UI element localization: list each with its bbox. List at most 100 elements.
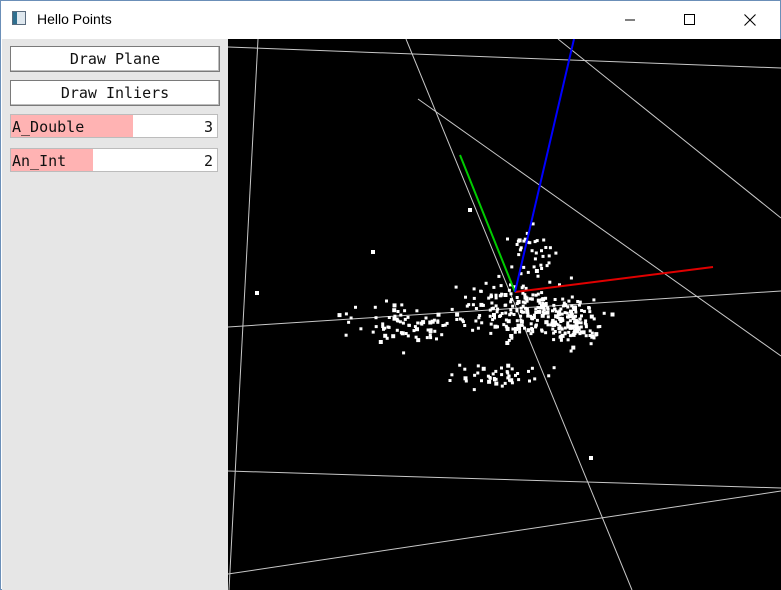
cloud-point [455,312,460,317]
cloud-point [536,292,540,296]
cloud-point [529,322,533,326]
cloud-point [589,342,593,346]
cloud-point [541,301,545,305]
cloud-point [553,298,557,301]
cloud-point [544,296,548,300]
cloud-point [504,303,508,307]
a-double-slider[interactable]: A_Double 3 [10,114,218,138]
cloud-point [592,317,596,321]
cloud-point [560,333,565,338]
cloud-point [474,307,478,310]
window-title: Hello Points [37,11,112,27]
z-axis-line [514,39,575,293]
cloud-point [539,263,543,267]
cloud-point [558,324,562,328]
cloud-point [540,304,544,309]
cloud-point [496,307,500,311]
cloud-point [592,298,596,302]
cloud-point [484,281,488,285]
cloud-point [476,326,480,330]
cloud-point [510,381,514,385]
cloud-point [531,330,535,334]
cloud-point [545,264,549,268]
cloud-point [577,327,581,331]
cloud-point [527,369,530,373]
cloud-point [435,337,438,341]
cloud-point [556,316,560,320]
cloud-point [517,378,521,382]
cloud-point [509,311,513,315]
cloud-point [419,321,423,325]
draw-plane-label: Draw Plane [69,50,161,68]
cloud-point [547,374,551,378]
cloud-point [510,336,514,340]
cloud-point [523,295,528,300]
cloud-point [588,334,592,337]
cloud-point [552,366,556,370]
cloud-point [511,327,515,331]
cloud-point [588,329,592,333]
cloud-point [395,319,399,323]
cloud-point [556,310,561,315]
control-panel: Draw Plane Draw Inliers A_Double 3 An_In… [2,39,228,590]
cloud-point [505,341,510,345]
3d-viewport[interactable] [228,39,781,590]
cloud-point [546,323,550,327]
draw-plane-button[interactable]: Draw Plane [10,46,220,72]
cloud-point [565,311,569,315]
cloud-point [573,328,578,333]
cloud-point [392,308,397,313]
cloud-point [554,309,558,313]
cloud-point [518,330,522,334]
minimize-button[interactable] [607,1,653,39]
cloud-point [568,325,573,330]
cloud-point [471,328,475,332]
cloud-point [553,323,556,327]
cloud-point [534,311,538,314]
cloud-point [556,323,560,327]
cloud-point [519,246,523,250]
cloud-point [387,316,391,319]
cloud-point [520,286,524,290]
cloud-point [448,379,452,382]
cloud-point [531,222,535,226]
point-cloud [255,208,615,460]
grid-line [228,470,781,489]
cloud-point [493,316,496,320]
cloud-point [552,303,556,307]
cloud-point [580,309,584,312]
cloud-point [503,381,507,385]
draw-inliers-button[interactable]: Draw Inliers [10,80,220,106]
cloud-point [468,208,472,212]
cloud-point [461,320,465,324]
cloud-point [537,309,541,314]
cloud-point [589,456,593,460]
cloud-point [494,296,498,300]
cloud-point [476,364,480,368]
cloud-point [544,331,548,335]
cloud-point [436,312,441,317]
cloud-point [571,332,576,337]
cloud-point [354,305,357,309]
cloud-point [413,325,417,329]
maximize-button[interactable] [667,1,713,39]
cloud-point [526,328,531,333]
cloud-point [526,270,530,274]
cloud-point [566,323,570,327]
cloud-point [406,334,410,338]
cloud-point [504,318,508,322]
title-bar[interactable]: Hello Points [1,1,780,39]
cloud-point [506,363,511,368]
cloud-point [559,326,563,330]
cloud-point [493,324,498,329]
cloud-point [517,253,521,257]
cloud-point [395,328,399,332]
cloud-point [535,239,539,243]
cloud-point [510,367,514,371]
close-button[interactable] [727,1,773,39]
cloud-point [500,292,504,296]
cloud-point [492,313,496,317]
cloud-point [401,321,405,325]
an-int-slider[interactable]: An_Int 2 [10,148,218,172]
cloud-point [588,310,592,314]
